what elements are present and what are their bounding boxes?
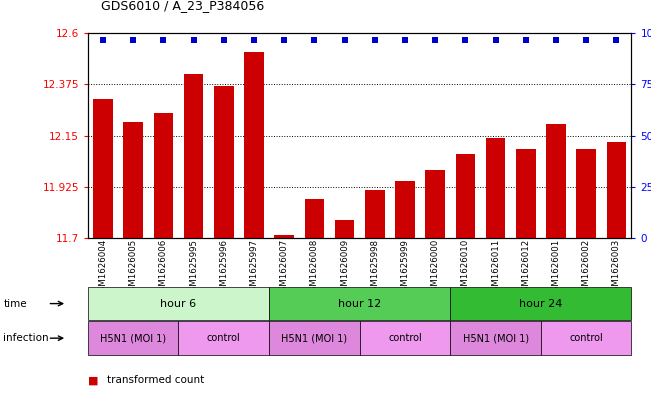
Text: H5N1 (MOI 1): H5N1 (MOI 1) bbox=[281, 333, 348, 343]
Bar bbox=[244, 51, 264, 238]
Bar bbox=[124, 122, 143, 238]
Bar bbox=[214, 86, 234, 238]
Bar bbox=[365, 190, 385, 238]
Bar bbox=[607, 142, 626, 238]
Text: transformed count: transformed count bbox=[107, 375, 204, 386]
Text: hour 6: hour 6 bbox=[160, 299, 197, 309]
Bar bbox=[335, 220, 354, 238]
Bar bbox=[486, 138, 505, 238]
Text: H5N1 (MOI 1): H5N1 (MOI 1) bbox=[462, 333, 529, 343]
Text: H5N1 (MOI 1): H5N1 (MOI 1) bbox=[100, 333, 166, 343]
Text: control: control bbox=[569, 333, 603, 343]
Bar bbox=[184, 74, 203, 238]
Text: hour 24: hour 24 bbox=[519, 299, 562, 309]
Text: ■: ■ bbox=[88, 375, 98, 386]
Bar bbox=[395, 181, 415, 238]
Bar bbox=[546, 124, 566, 238]
Text: control: control bbox=[388, 333, 422, 343]
Bar bbox=[154, 113, 173, 238]
Bar bbox=[274, 235, 294, 238]
Text: GDS6010 / A_23_P384056: GDS6010 / A_23_P384056 bbox=[101, 0, 264, 12]
Text: hour 12: hour 12 bbox=[338, 299, 381, 309]
Bar bbox=[516, 149, 536, 238]
Text: time: time bbox=[3, 299, 27, 309]
Bar bbox=[456, 154, 475, 238]
Bar bbox=[425, 170, 445, 238]
Bar bbox=[576, 149, 596, 238]
Bar bbox=[305, 199, 324, 238]
Bar bbox=[93, 99, 113, 238]
Text: control: control bbox=[207, 333, 241, 343]
Text: infection: infection bbox=[3, 333, 49, 343]
